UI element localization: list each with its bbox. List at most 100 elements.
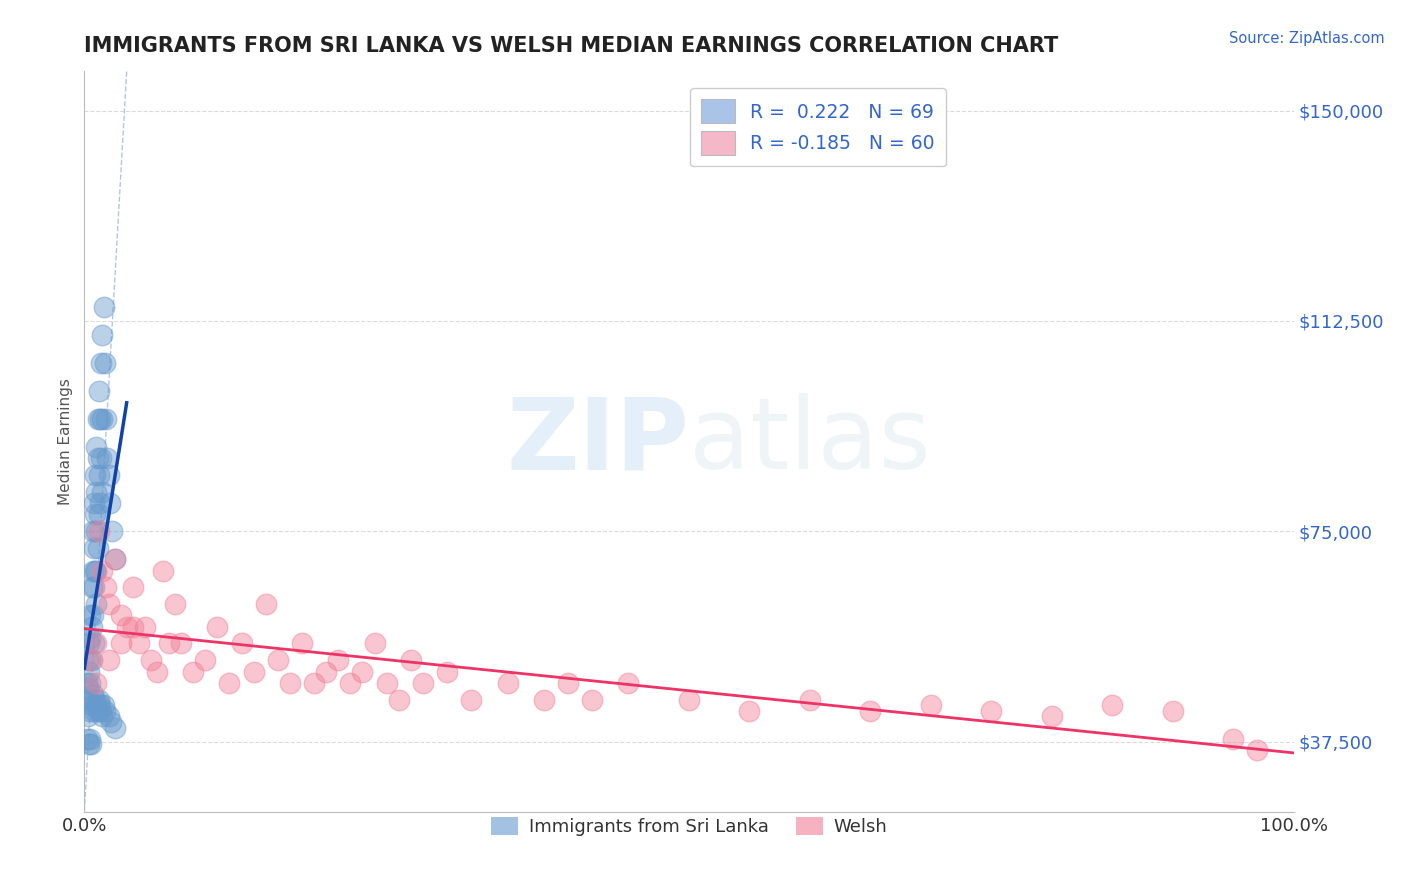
Point [87,384,110,398]
Point [86,597,108,611]
Point [231,636,253,650]
Point [83,496,105,510]
Point [1101,698,1123,713]
Point [80,698,103,713]
Point [110,608,132,623]
Point [134,619,156,633]
Point [242,665,264,679]
Point [352,665,374,679]
Point [86,524,108,539]
Point [90,451,112,466]
Point [77,636,100,650]
Legend: Immigrants from Sri Lanka, Welsh: Immigrants from Sri Lanka, Welsh [484,810,894,844]
Point [80,580,103,594]
Point [82,608,104,623]
Point [76,675,98,690]
Point [93,698,115,713]
Point [86,440,108,454]
Point [84,468,107,483]
Point [1246,743,1268,757]
Point [83,636,105,650]
Point [363,636,385,650]
Point [80,619,103,633]
Point [86,485,108,500]
Point [89,412,111,426]
Point [86,704,108,718]
Point [77,665,100,679]
Point [79,631,101,645]
Point [86,675,108,690]
Point [84,564,107,578]
Point [77,738,100,752]
Point [436,665,458,679]
Point [77,681,100,696]
Point [82,524,104,539]
Point [139,653,162,667]
Point [496,675,519,690]
Text: IMMIGRANTS FROM SRI LANKA VS WELSH MEDIAN EARNINGS CORRELATION CHART: IMMIGRANTS FROM SRI LANKA VS WELSH MEDIA… [84,36,1059,56]
Point [86,564,108,578]
Point [86,541,108,555]
Point [84,692,107,706]
Point [77,653,100,667]
Point [315,665,337,679]
Point [170,636,193,650]
Point [254,597,277,611]
Point [87,468,110,483]
Point [79,704,101,718]
Point [91,328,114,343]
Point [181,665,204,679]
Point [104,552,127,566]
Point [87,508,110,522]
Point [617,675,640,690]
Point [83,704,105,718]
Point [79,675,101,690]
Point [76,731,98,746]
Point [533,692,555,706]
Point [152,564,174,578]
Text: atlas: atlas [689,393,931,490]
Point [557,675,579,690]
Point [97,653,120,667]
Point [94,412,117,426]
Point [121,580,143,594]
Point [920,698,942,713]
Point [328,653,350,667]
Point [412,675,434,690]
Point [375,675,398,690]
Point [77,709,100,723]
Point [799,692,821,706]
Point [121,619,143,633]
Point [97,468,120,483]
Point [86,412,108,426]
Point [82,564,104,578]
Text: Source: ZipAtlas.com: Source: ZipAtlas.com [1229,31,1385,46]
Point [339,675,361,690]
Point [97,709,120,723]
Point [1161,704,1184,718]
Point [302,675,325,690]
Point [207,619,229,633]
Point [388,692,411,706]
Point [79,731,101,746]
Point [83,580,105,594]
Point [91,412,114,426]
Point [1222,731,1244,746]
Point [94,356,117,370]
Point [104,721,127,735]
Point [84,508,107,522]
Y-axis label: Median Earnings: Median Earnings [58,378,73,505]
Point [104,552,127,566]
Point [79,653,101,667]
Point [90,704,112,718]
Point [77,692,100,706]
Point [460,692,482,706]
Point [91,709,114,723]
Point [82,687,104,701]
Point [165,597,187,611]
Point [581,692,603,706]
Point [87,692,110,706]
Point [291,636,314,650]
Point [100,714,122,729]
Point [94,580,117,594]
